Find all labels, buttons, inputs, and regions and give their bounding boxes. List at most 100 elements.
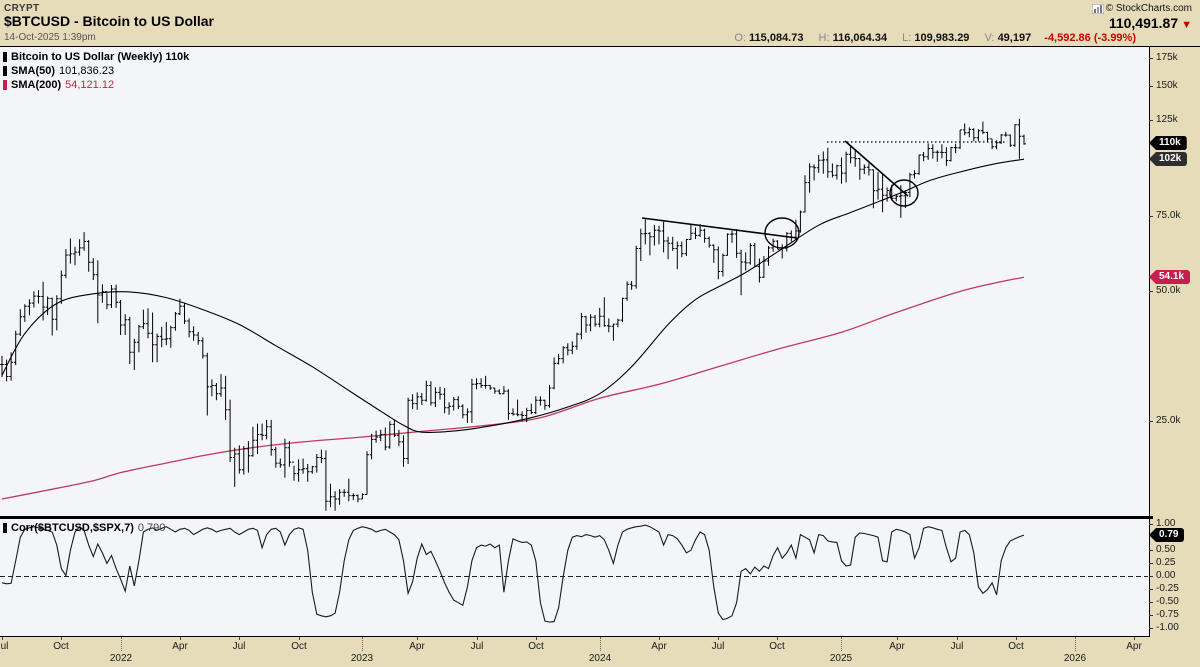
price-badge-102k: 102k (1149, 152, 1188, 166)
x-axis-month-label: Oct (53, 641, 69, 652)
legend-row-corr: Corr($BTCUSD,$SPX,7) 0.790 (3, 521, 165, 534)
correlation-line (1, 524, 1025, 623)
month-tick (61, 637, 62, 640)
x-axis-month-label: Jul (0, 641, 9, 652)
month-tick (536, 637, 537, 640)
month-tick (777, 637, 778, 640)
corr-axis-tick (1149, 563, 1153, 564)
year-boundary-line (600, 637, 601, 651)
month-tick (957, 637, 958, 640)
corr-axis-tick (1149, 524, 1153, 525)
corr-axis-tick (1149, 589, 1153, 590)
month-tick (897, 637, 898, 640)
price-bars (0, 118, 1026, 511)
circle-annotation[interactable] (889, 179, 919, 207)
sma200-value: 54,121.12 (65, 78, 115, 91)
correlation-panel[interactable] (0, 519, 1150, 637)
month-tick (477, 637, 478, 640)
corr-axis-tick (1149, 550, 1153, 551)
corr-axis-tick (1149, 602, 1153, 603)
exchange-label: CRYPT (4, 3, 40, 14)
price-axis-tick (1149, 58, 1153, 59)
month-tick (180, 637, 181, 640)
sma50-swatch (3, 65, 7, 76)
month-tick (417, 637, 418, 640)
corr-axis-label: 1.00 (1156, 518, 1176, 529)
high-label: H: (818, 32, 830, 44)
stockcharts-copyright: © StockCharts.com (1091, 3, 1192, 14)
x-axis-month-label: Apr (651, 641, 667, 652)
x-axis-month-label: Oct (1008, 641, 1024, 652)
change-value: -4,592.86 (-3.99%) (1044, 32, 1136, 44)
x-axis-year-label: 2024 (588, 653, 612, 664)
price-axis-tick (1149, 216, 1153, 217)
x-axis-month-label: Jul (232, 641, 246, 652)
price-series-swatch (3, 51, 7, 62)
x-axis-year-label: 2026 (1063, 653, 1087, 664)
corr-axis-label: -0.25 (1156, 583, 1179, 594)
month-tick (718, 637, 719, 640)
x-axis-month-label: Jul (470, 641, 484, 652)
sma200-swatch (3, 79, 7, 90)
year-boundary-line (362, 637, 363, 651)
corr-axis-label: 0.00 (1156, 570, 1176, 581)
last-price: 110,491.87 ▼ (1109, 15, 1192, 31)
x-axis-month-label: Jul (950, 641, 964, 652)
price-chart-svg (0, 118, 1026, 511)
header-divider (0, 46, 1200, 47)
x-axis-month-label: Jul (711, 641, 725, 652)
price-badge-54.1k: 54.1k (1149, 270, 1191, 284)
ohlcv-quote-row: O: 115,084.73 H: 116,064.34 L: 109,983.2… (734, 32, 1136, 44)
sma200-label: SMA(200) (11, 78, 62, 91)
price-badge-110k: 110k (1149, 136, 1187, 150)
correlation-legend: Corr($BTCUSD,$SPX,7) 0.790 (3, 521, 165, 535)
price-axis-tick (1149, 120, 1153, 121)
sma50-line (1, 158, 1025, 434)
corr-swatch (3, 522, 7, 533)
corr-axis-label: 0.50 (1156, 544, 1176, 555)
page-title: $BTCUSD - Bitcoin to US Dollar (4, 13, 215, 29)
last-price-value: 110,491.87 (1108, 15, 1179, 31)
x-axis-month-label: Apr (889, 641, 905, 652)
x-axis-year-label: 2025 (829, 653, 853, 664)
x-axis-month-label: Oct (528, 641, 544, 652)
month-tick (2, 637, 3, 640)
month-tick (659, 637, 660, 640)
panel-separator (0, 516, 1153, 519)
corr-axis-label: -0.75 (1156, 609, 1179, 620)
corr-label: Corr($BTCUSD,$SPX,7) (11, 521, 134, 534)
stockcharts-logo-icon (1091, 3, 1104, 14)
corr-axis-label: -1.00 (1156, 622, 1179, 633)
trendline-annotation[interactable] (844, 140, 909, 197)
chart-legend: Bitcoin to US Dollar (Weekly) 110k SMA(5… (3, 50, 189, 92)
x-axis-month-label: Apr (1126, 641, 1142, 652)
price-axis-label: 75.0k (1156, 210, 1181, 221)
price-axis-tick (1149, 86, 1153, 87)
circle-annotation[interactable] (764, 217, 800, 249)
low-label: L: (902, 32, 912, 44)
sma50-label: SMA(50) (11, 64, 56, 77)
corr-axis-tick (1149, 576, 1153, 577)
x-axis-month-label: Oct (769, 641, 785, 652)
price-axis-tick (1149, 291, 1153, 292)
x-axis-year-label: 2023 (350, 653, 374, 664)
correlation-svg (0, 524, 1148, 623)
price-axis-label: 125k (1156, 114, 1178, 125)
price-axis-label: 50.0k (1156, 285, 1181, 296)
year-boundary-line (841, 637, 842, 651)
down-arrow-icon: ▼ (1181, 19, 1192, 31)
price-axis-label: 25.0k (1156, 415, 1181, 426)
corr-badge: 0.79 (1149, 528, 1185, 542)
open-label: O: (734, 32, 746, 44)
price-chart-panel[interactable] (0, 47, 1150, 516)
price-axis-label: 175k (1156, 52, 1178, 63)
legend-row-sma50: SMA(50) 101,836.23 (3, 64, 189, 77)
sma200-line (1, 276, 1025, 500)
high-value: 116,064.34 (832, 32, 888, 44)
price-series-label: Bitcoin to US Dollar (Weekly) 110k (11, 50, 190, 63)
copyright-text: © StockCharts.com (1105, 3, 1192, 14)
trendline-annotation[interactable] (641, 217, 798, 239)
corr-axis-label: -0.50 (1156, 596, 1179, 607)
volume-value: 49,197 (997, 32, 1032, 44)
